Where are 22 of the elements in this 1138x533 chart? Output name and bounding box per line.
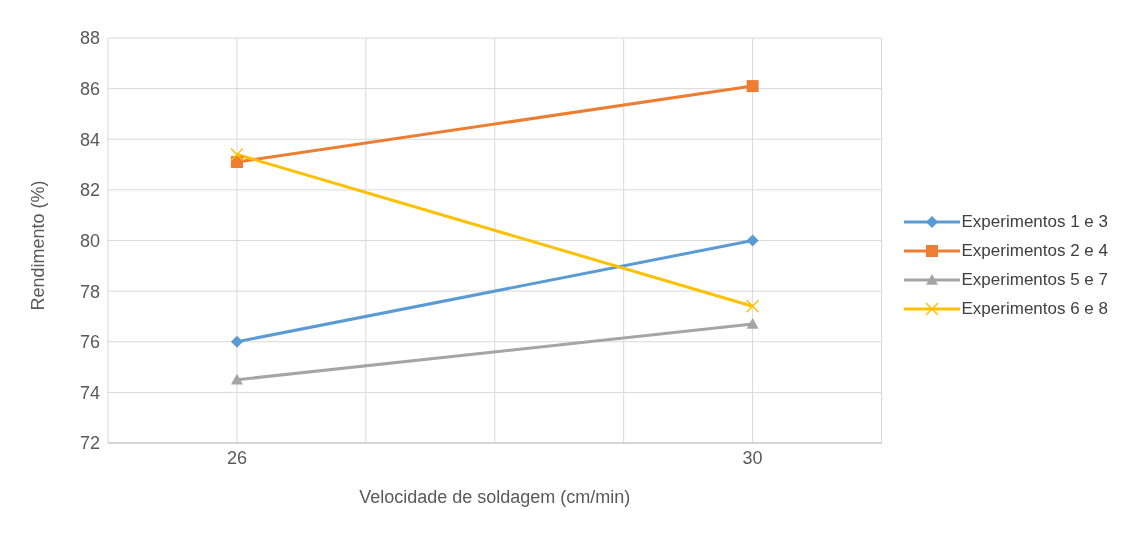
legend-label: Experimentos 5 e 7: [961, 270, 1108, 290]
point: [230, 335, 243, 348]
y-tick-label: 86: [79, 79, 100, 100]
x-tick-label: 26: [226, 447, 247, 468]
point: [745, 299, 760, 314]
legend-label: Experimentos 1 e 3: [961, 212, 1108, 232]
y-axis-title: Rendimento (%): [28, 180, 49, 311]
x-axis-title: Velocidade de soldagem (cm/min): [359, 487, 631, 507]
point: [746, 80, 759, 93]
point: [230, 147, 244, 162]
y-tick-label: 80: [79, 230, 100, 251]
legend-label: Experimentos 6 e 8: [961, 299, 1108, 319]
y-tick-label: 84: [79, 129, 100, 150]
y-tick-label: 88: [79, 28, 100, 49]
y-tick-label: 78: [79, 281, 100, 302]
y-tick-label: 82: [79, 180, 100, 201]
y-tick-label: 72: [79, 433, 100, 454]
y-tick-label: 76: [79, 332, 100, 353]
x-tick-label: 30: [742, 447, 763, 468]
y-tick-label: 74: [79, 382, 100, 403]
legend-label: Experimentos 2 e 4: [961, 241, 1108, 261]
point: [746, 234, 759, 247]
